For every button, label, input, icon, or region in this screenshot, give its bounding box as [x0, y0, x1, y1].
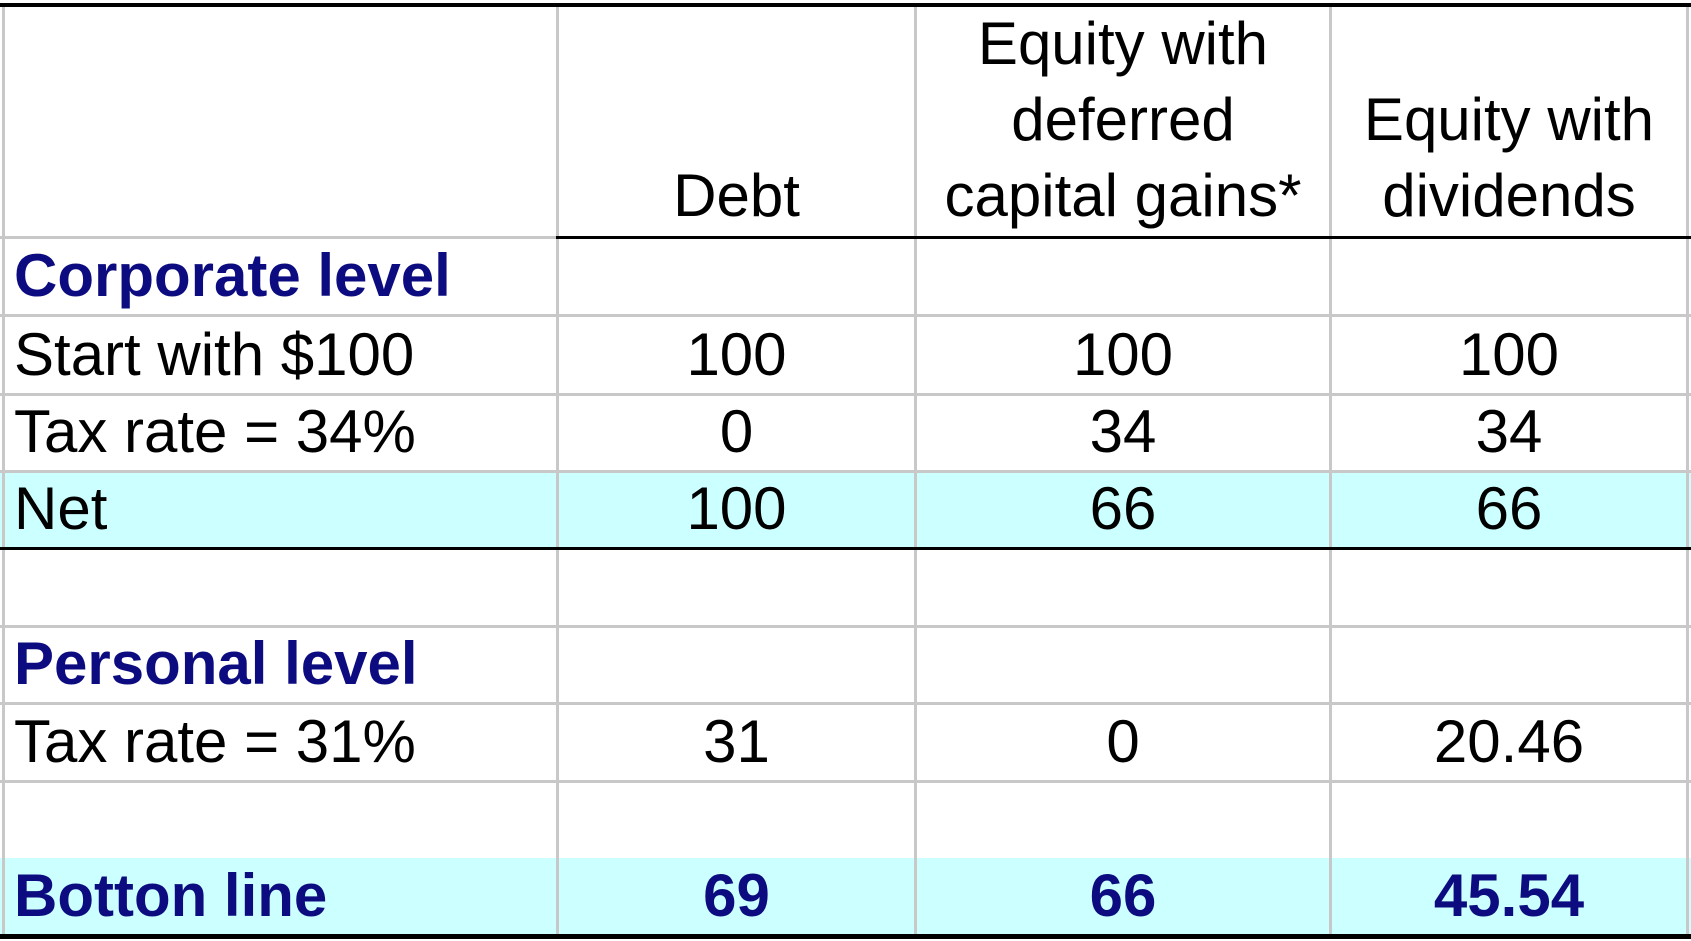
cell-bottom-line-deferred: 66	[1089, 862, 1157, 929]
cell-personal-tax-dividends: 20.46	[1433, 708, 1585, 775]
cell-net-deferred: 66	[1089, 475, 1157, 542]
grid-line-h2	[0, 314, 1691, 317]
grid-line-h1	[0, 236, 556, 239]
section-label-corporate: Corporate level	[14, 242, 451, 309]
bottom-border-rule	[0, 934, 1691, 939]
column-header-dividends: Equity with dividends	[1332, 6, 1686, 236]
row-label-net: Net	[14, 475, 108, 542]
column-header-deferred-capital-gains: Equity with deferred capital gains*	[917, 6, 1329, 236]
header-underline-rule	[556, 236, 1691, 239]
net-underline-rule	[0, 547, 1691, 550]
grid-line-h3	[0, 393, 1691, 396]
column-header-debt-line: Debt	[673, 162, 800, 229]
bottom-line-row-highlight	[0, 858, 1691, 935]
cell-start-deferred: 100	[1072, 321, 1174, 388]
cell-start-debt: 100	[686, 321, 787, 388]
cell-personal-tax-deferred: 0	[1106, 708, 1140, 775]
grid-line-h7	[0, 780, 1691, 783]
column-header-dividends-line-1: Equity with	[1363, 86, 1655, 153]
row-label-corporate-tax: Tax rate = 34%	[14, 398, 416, 465]
cell-bottom-line-debt: 69	[703, 862, 770, 929]
column-header-debt: Debt	[559, 6, 914, 236]
cell-bottom-line-dividends: 45.54	[1433, 862, 1585, 929]
cell-corporate-tax-deferred: 34	[1089, 398, 1157, 465]
cell-corporate-tax-dividends: 34	[1475, 398, 1543, 465]
column-header-deferred-line-1: Equity with	[977, 10, 1269, 77]
row-label-start: Start with $100	[14, 321, 415, 388]
row-label-bottom-line: Botton line	[14, 862, 328, 929]
column-header-dividends-line-2: dividends	[1382, 162, 1636, 229]
cell-start-dividends: 100	[1458, 321, 1560, 388]
section-label-personal: Personal level	[14, 630, 418, 697]
row-label-personal-tax: Tax rate = 31%	[14, 708, 416, 775]
column-header-deferred-line-3: capital gains*	[944, 162, 1302, 229]
cell-personal-tax-debt: 31	[703, 708, 770, 775]
cell-net-debt: 100	[686, 475, 787, 542]
column-header-deferred-line-2: deferred	[1011, 86, 1235, 153]
net-row-highlight	[0, 472, 1691, 548]
top-border-rule	[0, 3, 1691, 7]
grid-line-h6	[0, 702, 1691, 705]
grid-line-h5	[0, 625, 1691, 628]
cell-corporate-tax-debt: 0	[719, 398, 754, 465]
cell-net-dividends: 66	[1475, 475, 1543, 542]
grid-line-h4	[0, 470, 1691, 473]
